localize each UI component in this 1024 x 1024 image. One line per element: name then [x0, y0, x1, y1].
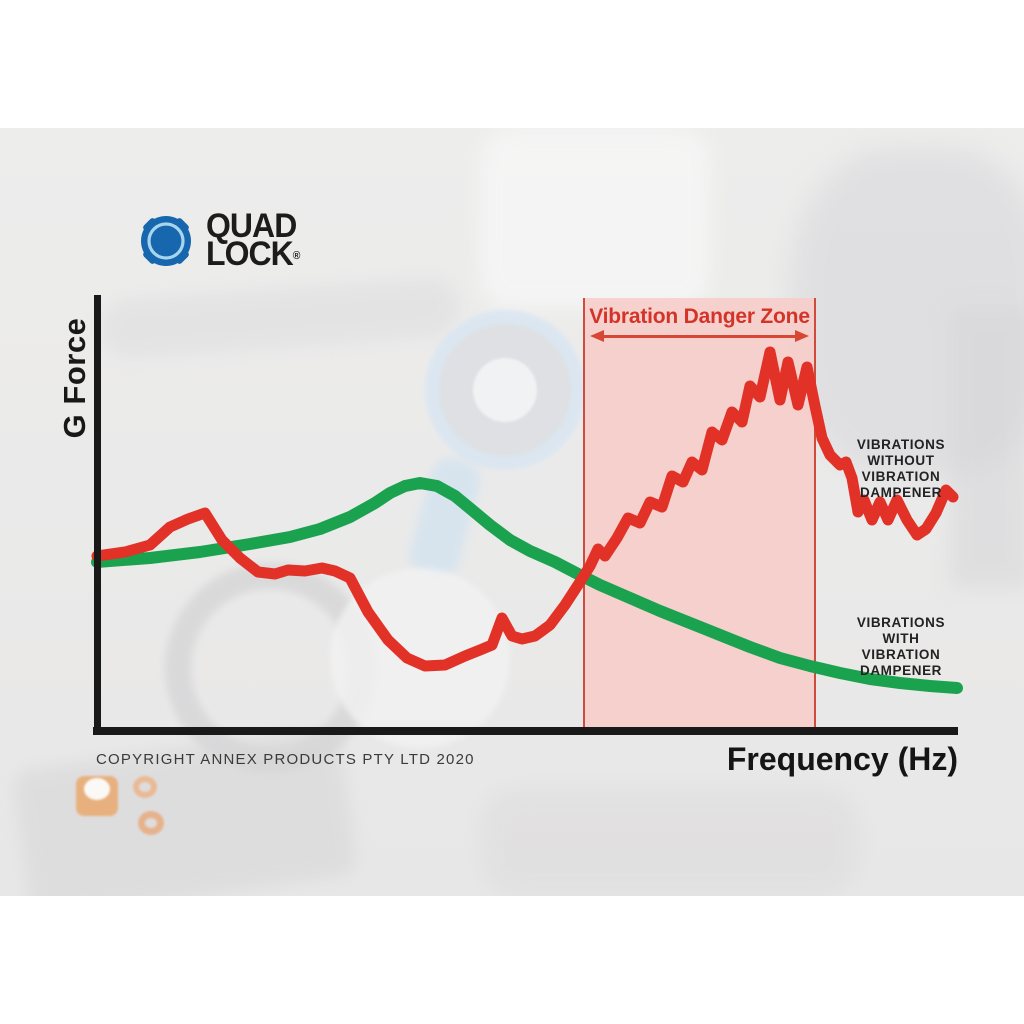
bg-orange-ring-2 — [138, 811, 164, 835]
bg-mount-center — [473, 358, 537, 422]
arrow-right-head — [795, 330, 809, 342]
bg-reservoir-shape — [480, 128, 710, 308]
bg-white-dial — [330, 568, 510, 748]
registered-mark: ® — [292, 250, 301, 262]
y-axis-line — [94, 295, 101, 733]
logo-wordmark: QUAD LOCK® — [206, 209, 301, 273]
quad-lock-mount-icon — [141, 216, 191, 266]
copyright-text: COPYRIGHT ANNEX PRODUCTS PTY LTD 2020 — [96, 751, 475, 768]
bg-orange-ring-1 — [133, 776, 157, 798]
danger-zone-span-arrow — [590, 330, 809, 342]
danger-zone-title: Vibration Danger Zone — [589, 305, 810, 328]
label-without-dampener: VIBRATIONS WITHOUT VIBRATION DAMPENER — [856, 437, 946, 500]
logo-word-lock: LOCK — [206, 235, 294, 273]
bg-bottom-blob — [480, 788, 860, 896]
x-axis-line — [93, 727, 958, 735]
logo-word-quad: QUAD — [206, 207, 297, 245]
x-axis-label: Frequency (Hz) — [726, 741, 958, 777]
label-with-dampener: VIBRATIONS WITH VIBRATION DAMPENER — [856, 615, 946, 678]
bg-handlebar-shape — [98, 275, 462, 361]
arrow-bar — [604, 334, 795, 338]
arrow-left-head — [590, 330, 604, 342]
bg-blue-lever — [405, 453, 485, 583]
vibration-danger-zone: Vibration Danger Zone — [583, 298, 816, 729]
quad-lock-logo: QUAD LOCK® — [136, 209, 306, 273]
bg-brass-nut-cap — [84, 778, 110, 800]
y-axis-label: G Force — [57, 317, 92, 439]
